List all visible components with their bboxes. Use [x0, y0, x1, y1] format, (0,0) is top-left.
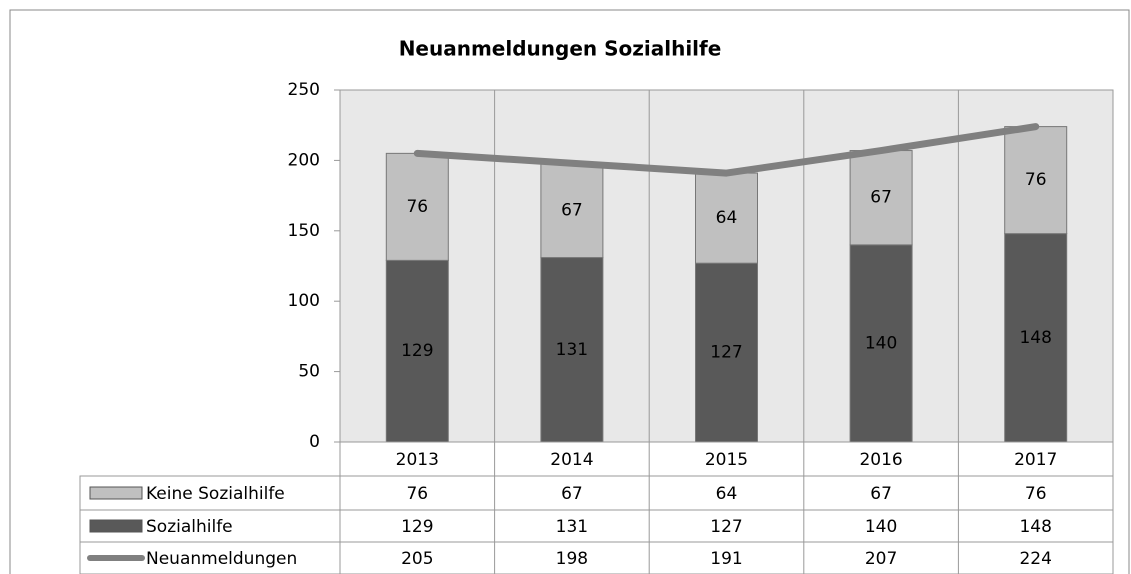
y-tick-label: 100 — [288, 291, 320, 311]
table-value: 148 — [1019, 517, 1051, 537]
line-series — [413, 123, 1040, 177]
table-value: 76 — [1025, 484, 1047, 504]
data-label: 131 — [556, 340, 588, 360]
data-label: 129 — [401, 341, 433, 361]
table-value: 76 — [406, 484, 428, 504]
table-row — [79, 541, 1114, 574]
legend-key — [89, 519, 143, 533]
x-tick-label: 2016 — [859, 450, 902, 470]
data-label: 76 — [1025, 170, 1047, 190]
x-tick-label: 2015 — [705, 450, 748, 470]
bar-segment — [385, 259, 449, 443]
table-value: 127 — [710, 517, 742, 537]
legend-label: Neuanmeldungen — [146, 549, 297, 569]
bar-segment — [695, 172, 758, 264]
y-tick-label: 0 — [309, 432, 320, 452]
data-label: 67 — [870, 188, 892, 208]
table-value: 205 — [401, 549, 433, 569]
data-label: 76 — [406, 197, 428, 217]
table-value: 224 — [1019, 549, 1051, 569]
bar-segment — [849, 150, 913, 246]
y-tick-label: 150 — [288, 221, 320, 241]
y-tick-label: 50 — [298, 362, 320, 382]
table-value: 131 — [556, 517, 588, 537]
legend-label: Sozialhilfe — [146, 517, 233, 537]
chart-title: Neuanmeldungen Sozialhilfe — [399, 37, 722, 61]
bar-segment — [1004, 233, 1068, 443]
x-tick-label: 2013 — [396, 450, 439, 470]
bar-segment — [540, 257, 604, 443]
legend-key — [89, 486, 143, 500]
bar-segment — [1004, 126, 1068, 235]
y-tick-label: 200 — [288, 150, 320, 170]
table-header-row — [339, 441, 1114, 477]
table-value: 198 — [556, 549, 588, 569]
y-tick-label: 250 — [288, 80, 320, 100]
bar-segment — [385, 152, 449, 261]
table-value: 64 — [716, 484, 738, 504]
legend-label: Keine Sozialhilfe — [146, 484, 285, 504]
table-value: 129 — [401, 517, 433, 537]
table-value: 207 — [865, 549, 897, 569]
x-tick-label: 2017 — [1014, 450, 1057, 470]
data-label: 127 — [710, 343, 742, 363]
table-value: 67 — [561, 484, 583, 504]
data-label: 140 — [865, 333, 897, 353]
data-label: 148 — [1019, 328, 1051, 348]
table-value: 67 — [870, 484, 892, 504]
data-label: 67 — [561, 200, 583, 220]
x-tick-label: 2014 — [550, 450, 593, 470]
bar-segment — [695, 262, 758, 443]
bar-segment — [540, 162, 604, 259]
data-label: 64 — [716, 208, 738, 228]
table-value: 191 — [710, 549, 742, 569]
table-value: 140 — [865, 517, 897, 537]
bar-segment — [849, 244, 913, 443]
